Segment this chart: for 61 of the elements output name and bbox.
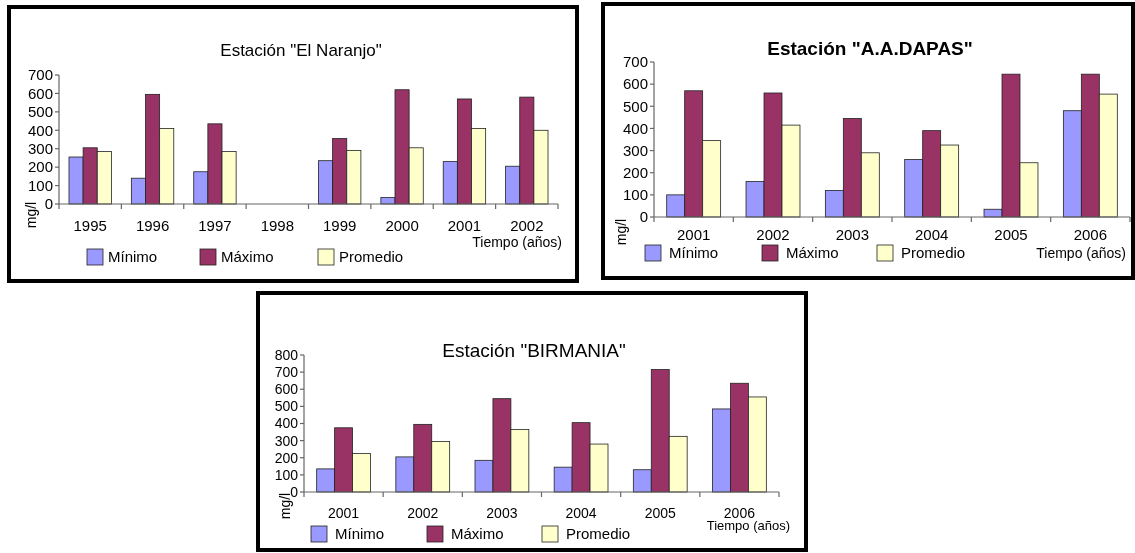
- x-tick-label: 2005: [644, 505, 677, 521]
- x-tick-label: 2006: [723, 505, 756, 521]
- x-axis-title: Tiempo (años): [706, 518, 790, 533]
- y-tick-label: 100: [622, 186, 648, 204]
- y-tick-label: 800: [274, 346, 299, 363]
- y-tick-label: 0: [639, 208, 648, 226]
- x-tick-label: 1997: [198, 217, 232, 234]
- x-tick-label: 2002: [756, 226, 790, 243]
- legend-label: Máximo: [221, 248, 274, 265]
- legend-label: Mínimo: [335, 525, 385, 542]
- y-tick-label: 700: [622, 53, 648, 71]
- legend-label: Mínimo: [108, 248, 158, 265]
- legend-label: Máximo: [451, 525, 504, 542]
- x-tick-label: 2003: [835, 226, 870, 243]
- x-axis-title: Tiempo (años): [1036, 245, 1126, 261]
- y-tick-label: 100: [274, 466, 299, 483]
- y-tick-label: 200: [622, 163, 648, 181]
- y-tick-label: 0: [44, 195, 53, 213]
- y-tick-label: 700: [27, 66, 53, 84]
- y-tick-label: 500: [274, 398, 299, 415]
- x-tick-label: 2004: [565, 505, 597, 521]
- x-tick-label: 1995: [73, 217, 107, 234]
- y-tick-label: 400: [27, 121, 53, 139]
- legend-label: Promedio: [339, 248, 404, 265]
- y-axis-title: mg/l: [23, 201, 39, 229]
- y-tick-label: 500: [622, 97, 648, 115]
- y-tick-label: 200: [27, 158, 53, 176]
- y-tick-label: 600: [622, 75, 648, 93]
- y-tick-label: 600: [274, 381, 299, 398]
- x-tick-label: 2001: [676, 226, 711, 243]
- x-tick-label: 2001: [328, 505, 360, 521]
- x-tick-label: 1999: [323, 217, 357, 234]
- y-tick-label: 300: [274, 432, 299, 449]
- y-tick-label: 300: [27, 139, 53, 157]
- legend-label: Mínimo: [669, 244, 719, 261]
- chart-title: Estación "El Naranjo": [220, 41, 382, 60]
- x-tick-label: 1996: [135, 217, 170, 234]
- x-tick-label: 1998: [260, 217, 294, 234]
- y-tick-label: 200: [274, 449, 299, 466]
- y-tick-label: 500: [27, 103, 53, 121]
- chart-title: Estación "A.A.DAPAS": [767, 38, 973, 59]
- legend-label: Máximo: [786, 244, 839, 261]
- x-tick-label: 2006: [1073, 226, 1108, 243]
- x-tick-label: 2002: [407, 505, 439, 521]
- y-tick-label: 400: [274, 415, 299, 432]
- x-tick-label: 2002: [510, 217, 544, 234]
- x-axis-title: Tiempo (años): [472, 234, 562, 250]
- x-tick-label: 2001: [447, 217, 482, 234]
- x-tick-label: 2000: [385, 217, 419, 234]
- x-tick-label: 2005: [994, 226, 1028, 243]
- y-axis-title: mg/l: [613, 218, 629, 246]
- y-tick-label: 300: [622, 141, 648, 159]
- legend-label: Promedio: [566, 525, 631, 542]
- chart-title: Estación "BIRMANIA": [442, 340, 626, 361]
- y-tick-label: 100: [27, 176, 53, 194]
- y-tick-label: 400: [622, 119, 648, 137]
- legend-label: Promedio: [901, 244, 966, 261]
- x-tick-label: 2003: [486, 505, 518, 521]
- x-tick-label: 2004: [914, 226, 949, 243]
- y-tick-label: 700: [274, 364, 299, 381]
- y-tick-label: 600: [27, 84, 53, 102]
